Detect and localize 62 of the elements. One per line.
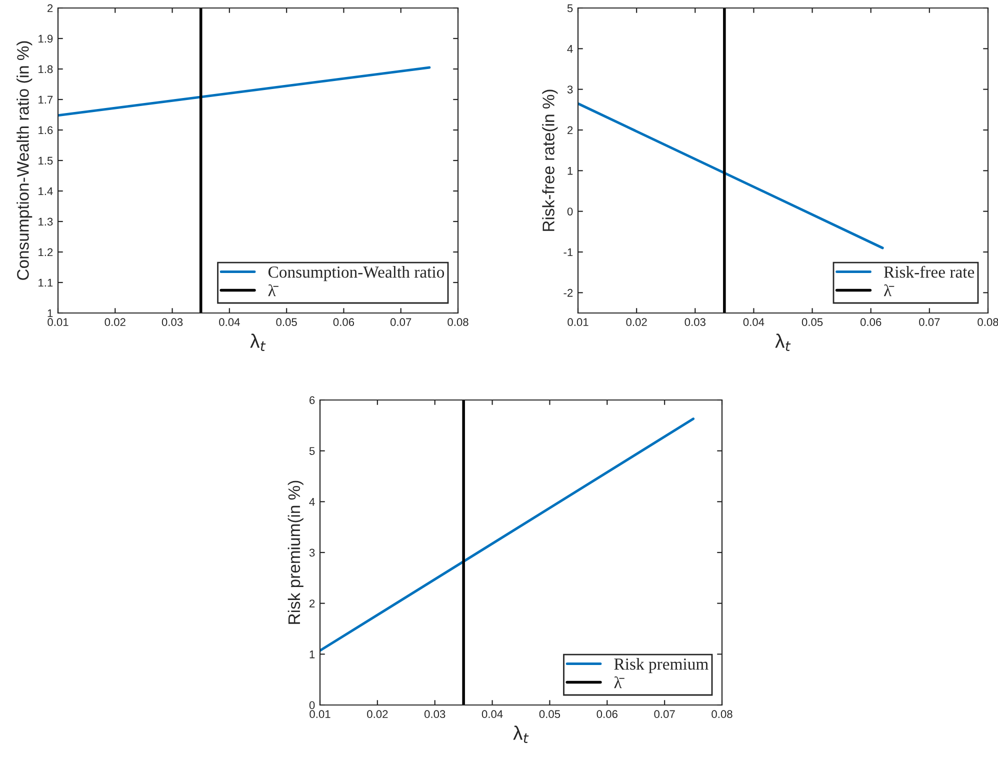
y-tick-label: 4	[567, 45, 573, 53]
x-tick-label: 0.08	[448, 318, 468, 326]
y-tick-label: 1	[568, 167, 573, 175]
y-tick-label: 1.3	[38, 218, 53, 226]
y-tick-label: 3	[309, 548, 315, 557]
y-tick-label: 4	[309, 498, 315, 506]
y-tick-label: 1.6	[38, 126, 53, 134]
x-tick-label: 0.07	[390, 318, 412, 326]
y-tick-label: 3	[567, 86, 573, 94]
y-tick-label: 1.2	[38, 248, 53, 256]
x-tick-label: 0.04	[482, 710, 503, 718]
y-tick-label: 0	[567, 208, 573, 216]
y-tick-label: 0	[309, 701, 315, 710]
x-tick-label: 0.08	[978, 318, 998, 326]
x-axis-title: λ$_{t}$	[775, 334, 791, 351]
x-tick-label: 0.06	[333, 318, 354, 326]
y-axis-title: Consumption-Wealth ratio (in %)	[16, 41, 32, 280]
x-tick-label: 0.05	[539, 710, 560, 718]
y-tick-label: -2	[564, 288, 573, 297]
legend-label: Risk premium	[614, 658, 708, 674]
y-tick-label: 1.1	[38, 278, 53, 287]
y-tick-label: 2	[568, 126, 573, 134]
y-axis-title: Risk-free rate(in %)	[542, 90, 558, 231]
x-tick-label: 0.04	[219, 318, 240, 326]
y-tick-label: 1.7	[38, 96, 53, 104]
ref-line-label: λ̄	[614, 676, 624, 688]
x-tick-label: 0.01	[48, 318, 68, 326]
y-tick-label: 1.8	[38, 65, 53, 74]
y-axis-title: Risk premium(in %)	[288, 480, 304, 624]
y-tick-label: 1	[48, 309, 53, 318]
x-tick-label: 0.03	[424, 710, 446, 718]
x-tick-label: 0.04	[743, 318, 764, 326]
y-tick-label: 6	[310, 396, 315, 404]
y-tick-label: 5	[567, 4, 573, 12]
y-tick-label: -1	[564, 248, 573, 256]
y-tick-label: 2	[310, 600, 315, 608]
x-tick-label: 0.06	[596, 710, 618, 718]
legend-label: Consumption-Wealth ratio	[268, 266, 444, 282]
x-tick-label: 0.02	[626, 318, 647, 326]
y-tick-label: 1.5	[38, 156, 53, 165]
x-axis-title: λ$_{t}$	[250, 334, 266, 351]
x-tick-label: 0.01	[310, 710, 330, 718]
x-tick-label: 0.07	[919, 318, 940, 326]
x-tick-label: 0.07	[654, 710, 675, 718]
ref-line-label: λ̄	[884, 284, 894, 296]
x-tick-label: 0.06	[860, 318, 882, 326]
y-tick-label: 2	[48, 4, 53, 12]
x-tick-label: 0.03	[162, 318, 183, 326]
ref-line-label: λ̄	[268, 284, 278, 296]
y-tick-label: 1.9	[38, 34, 53, 43]
y-tick-label: 1	[310, 650, 315, 658]
x-tick-label: 0.08	[712, 710, 732, 718]
x-tick-label: 0.03	[684, 318, 706, 326]
legend-label: Risk-free rate	[884, 266, 974, 278]
x-tick-label: 0.02	[367, 710, 388, 718]
x-tick-label: 0.05	[276, 318, 297, 326]
x-tick-label: 0.02	[104, 318, 126, 326]
x-axis-title: λ$_{t}$	[513, 726, 529, 743]
y-tick-label: 1.4	[38, 187, 53, 196]
x-tick-label: 0.01	[568, 318, 588, 326]
y-tick-label: 5	[309, 447, 315, 455]
x-tick-label: 0.05	[802, 318, 823, 326]
